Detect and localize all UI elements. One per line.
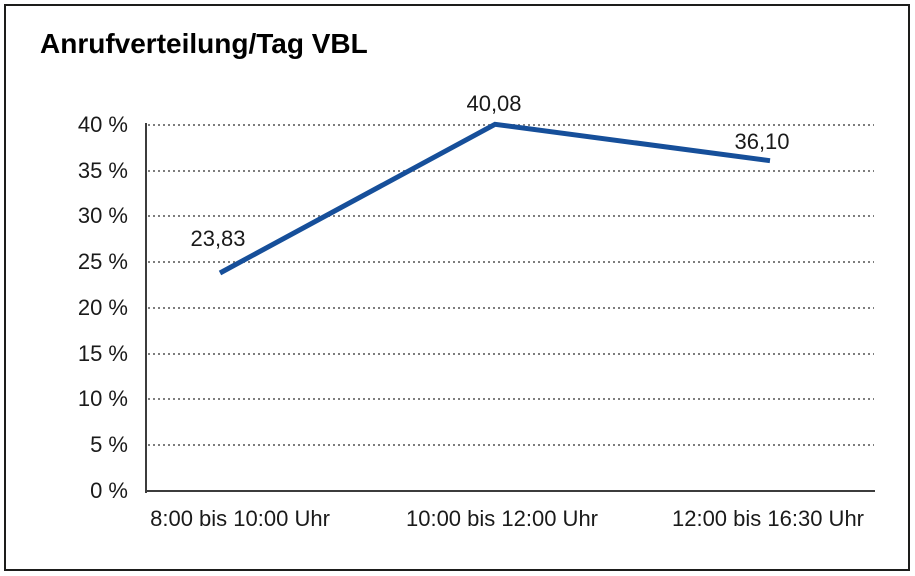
x-tick-label-1: 8:00 bis 10:00 Uhr	[150, 506, 330, 531]
gridline-5	[148, 444, 874, 446]
gridline-20	[148, 307, 874, 309]
figure-border	[4, 4, 910, 571]
y-tick-label-5: 5 %	[90, 432, 128, 457]
x-tick-label-2: 10:00 bis 12:00 Uhr	[405, 506, 599, 531]
gridline-40	[148, 124, 874, 126]
gridline-30	[148, 215, 874, 217]
chart-title: Anrufverteilung/Tag VBL	[40, 28, 368, 59]
data-line-series	[218, 121, 771, 276]
data-label-1: 23,83	[190, 226, 246, 251]
y-tick-label-20: 20 %	[77, 295, 128, 320]
gridline-25	[148, 261, 874, 263]
y-axis-line	[145, 123, 147, 493]
gridline-35	[148, 170, 874, 172]
gridline-10	[148, 398, 874, 400]
x-axis-line	[145, 490, 875, 492]
data-label-3: 36,10	[734, 129, 790, 154]
gridline-15	[148, 353, 874, 355]
y-tick-label-0: 0 %	[90, 478, 128, 503]
y-tick-label-10: 10 %	[77, 386, 128, 411]
y-tick-label-25: 25 %	[77, 249, 128, 274]
y-tick-label-15: 15 %	[77, 341, 128, 366]
data-label-2: 40,08	[466, 91, 522, 116]
y-tick-label-40: 40 %	[77, 112, 128, 137]
y-tick-label-30: 30 %	[77, 203, 128, 228]
x-tick-label-3: 12:00 bis 16:30 Uhr	[671, 506, 865, 531]
y-tick-label-35: 35 %	[77, 158, 128, 183]
